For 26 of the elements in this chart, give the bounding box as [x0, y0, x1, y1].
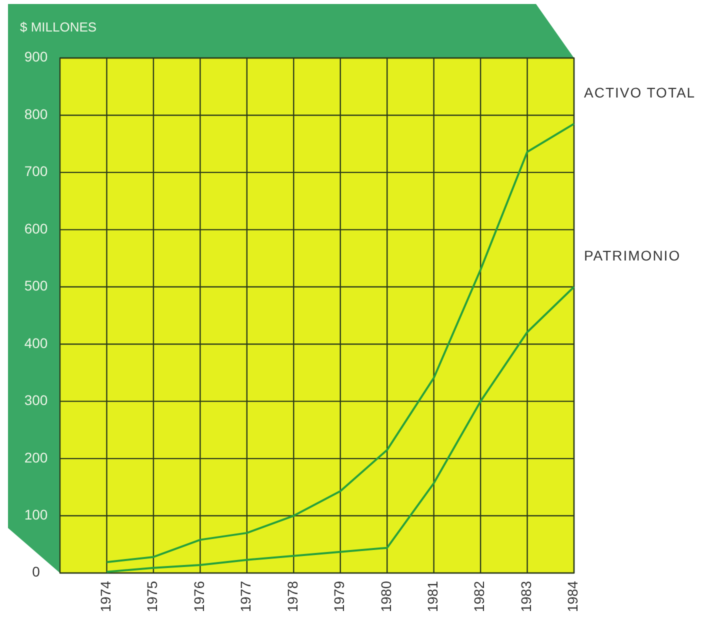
x-tick-label: 1984 [564, 580, 581, 612]
x-tick-label: 1975 [144, 580, 160, 612]
series-label: PATRIMONIO [584, 248, 681, 264]
x-tick-label: 1977 [238, 580, 254, 612]
x-tick-label: 1982 [471, 580, 488, 612]
y-tick-label: 500 [24, 278, 48, 294]
x-tick-label: 1979 [331, 580, 348, 612]
x-tick-label: 1976 [190, 580, 207, 612]
y-tick-label: 400 [24, 334, 48, 351]
line-series [106, 122, 575, 564]
y-tick-label: 100 [24, 506, 48, 522]
x-tick-label: 1980 [378, 580, 394, 612]
y-tick-label: 200 [24, 449, 48, 466]
series-label: ACTIVO TOTAL [584, 84, 696, 101]
line-series [106, 286, 575, 573]
x-tick-label: 1983 [518, 580, 534, 612]
x-tick-label: 1981 [424, 580, 441, 612]
y-tick-label: 700 [24, 163, 48, 180]
x-tick-label: 1974 [97, 580, 114, 612]
y-tick-label: 0 [32, 564, 40, 580]
y-tick-label: 300 [24, 392, 48, 408]
x-tick-label: 1978 [284, 580, 300, 612]
y-axis-title: $ MILLONES [20, 19, 97, 34]
y-tick-label: 900 [24, 48, 48, 65]
y-tick-label: 600 [24, 220, 48, 236]
y-tick-label: 800 [24, 106, 48, 122]
